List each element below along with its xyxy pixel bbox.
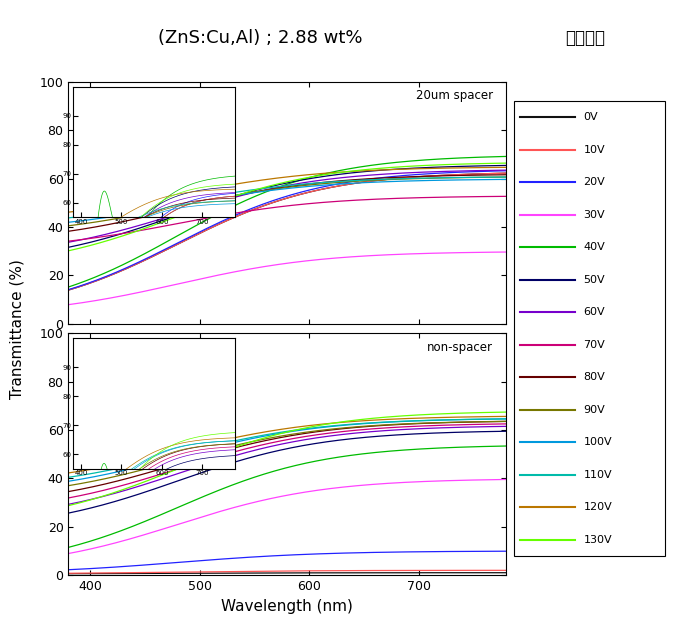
Text: 70V: 70V — [583, 340, 605, 350]
Text: 20um spacer: 20um spacer — [416, 89, 493, 102]
Text: 20V: 20V — [583, 178, 605, 187]
FancyBboxPatch shape — [514, 101, 665, 556]
Text: 110V: 110V — [583, 470, 612, 480]
Text: 120V: 120V — [583, 502, 612, 513]
Text: 60V: 60V — [583, 307, 605, 317]
Text: (ZnS:Cu,Al) ; 2.88 wt%: (ZnS:Cu,Al) ; 2.88 wt% — [158, 29, 362, 47]
Text: 10V: 10V — [583, 145, 605, 155]
Text: 0V: 0V — [583, 112, 598, 123]
Text: Transmittance (%): Transmittance (%) — [10, 258, 25, 399]
Text: 90V: 90V — [583, 405, 605, 415]
Text: 30V: 30V — [583, 210, 605, 220]
Text: 40V: 40V — [583, 243, 605, 252]
Text: non-spacer: non-spacer — [427, 341, 493, 354]
Text: 80V: 80V — [583, 372, 605, 382]
X-axis label: Wavelength (nm): Wavelength (nm) — [222, 599, 353, 614]
Text: 구동전압: 구동전압 — [565, 29, 605, 47]
Text: 100V: 100V — [583, 437, 612, 447]
Text: 50V: 50V — [583, 275, 605, 285]
Text: 130V: 130V — [583, 535, 612, 545]
